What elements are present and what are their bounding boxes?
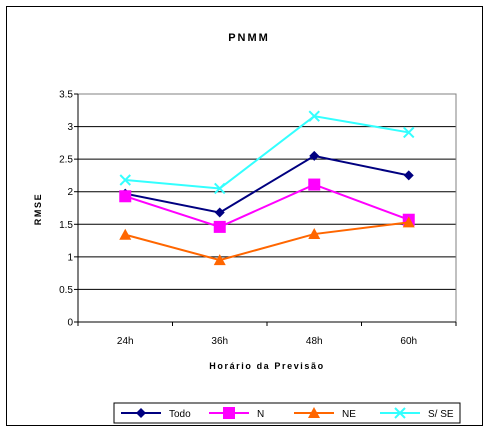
legend-marker-ne xyxy=(308,407,320,418)
y-tick-label: 0 xyxy=(67,318,73,329)
chart-title: PNMM xyxy=(228,32,270,44)
y-tick-label: 0.5 xyxy=(59,285,73,296)
y-tick-label: 2 xyxy=(67,187,73,198)
legend-marker-n xyxy=(223,407,235,419)
x-tick-label: 24h xyxy=(117,336,134,347)
series-line-ne xyxy=(124,221,409,262)
x-axis-title: Horário da Previsão xyxy=(209,361,324,371)
series-s-se xyxy=(119,110,415,195)
series-line-todo xyxy=(125,154,409,214)
legend-label-n: N xyxy=(257,409,264,420)
y-tick-label: 3 xyxy=(67,122,73,133)
x-tick-label: 60h xyxy=(400,336,417,347)
y-axis-title: RMSE xyxy=(33,193,43,225)
series-lines xyxy=(119,110,415,266)
legend-marker-todo xyxy=(136,408,146,418)
y-tick-label: 2.5 xyxy=(59,155,73,166)
legend-box xyxy=(113,402,461,424)
y-tick-label: 1.5 xyxy=(59,220,73,231)
legend-marker-s-se xyxy=(394,407,406,419)
series-line-s-se xyxy=(125,115,409,190)
legend-item-n: N xyxy=(209,407,264,420)
x-tick-label: 48h xyxy=(306,336,323,347)
y-tick-label: 1 xyxy=(67,252,73,263)
series-ne xyxy=(119,216,415,266)
data-point-s-se xyxy=(308,110,320,122)
series-line-n xyxy=(124,183,410,228)
axes: 0 0.5 1 1.5 2 2.5 3 3.5 24h 36h 48h 60h xyxy=(59,90,457,347)
x-tick-label: 36h xyxy=(211,336,228,347)
legend-item-s-se: S/ SE xyxy=(380,407,454,420)
data-point-s-se xyxy=(119,174,131,186)
data-point-ne xyxy=(402,216,415,228)
data-point-todo xyxy=(309,150,320,161)
legend: Todo N NE S/ SE xyxy=(113,402,461,424)
data-point-n xyxy=(119,190,132,203)
legend-label-s-se: S/ SE xyxy=(428,409,454,420)
legend-label-todo: Todo xyxy=(169,409,191,420)
legend-item-ne: NE xyxy=(294,407,356,420)
grid-lines xyxy=(78,93,456,290)
y-tick-label: 3.5 xyxy=(59,90,73,101)
data-point-todo xyxy=(214,207,225,218)
data-point-n xyxy=(213,220,226,233)
data-point-s-se xyxy=(403,126,415,139)
data-point-ne xyxy=(119,228,132,240)
legend-label-ne: NE xyxy=(342,409,356,420)
data-point-ne xyxy=(213,254,226,266)
data-point-todo xyxy=(403,170,414,181)
data-point-n xyxy=(308,178,321,191)
plot-area xyxy=(77,93,457,323)
legend-item-todo: Todo xyxy=(121,408,191,420)
data-point-ne xyxy=(308,228,321,240)
data-point-s-se xyxy=(214,182,226,195)
